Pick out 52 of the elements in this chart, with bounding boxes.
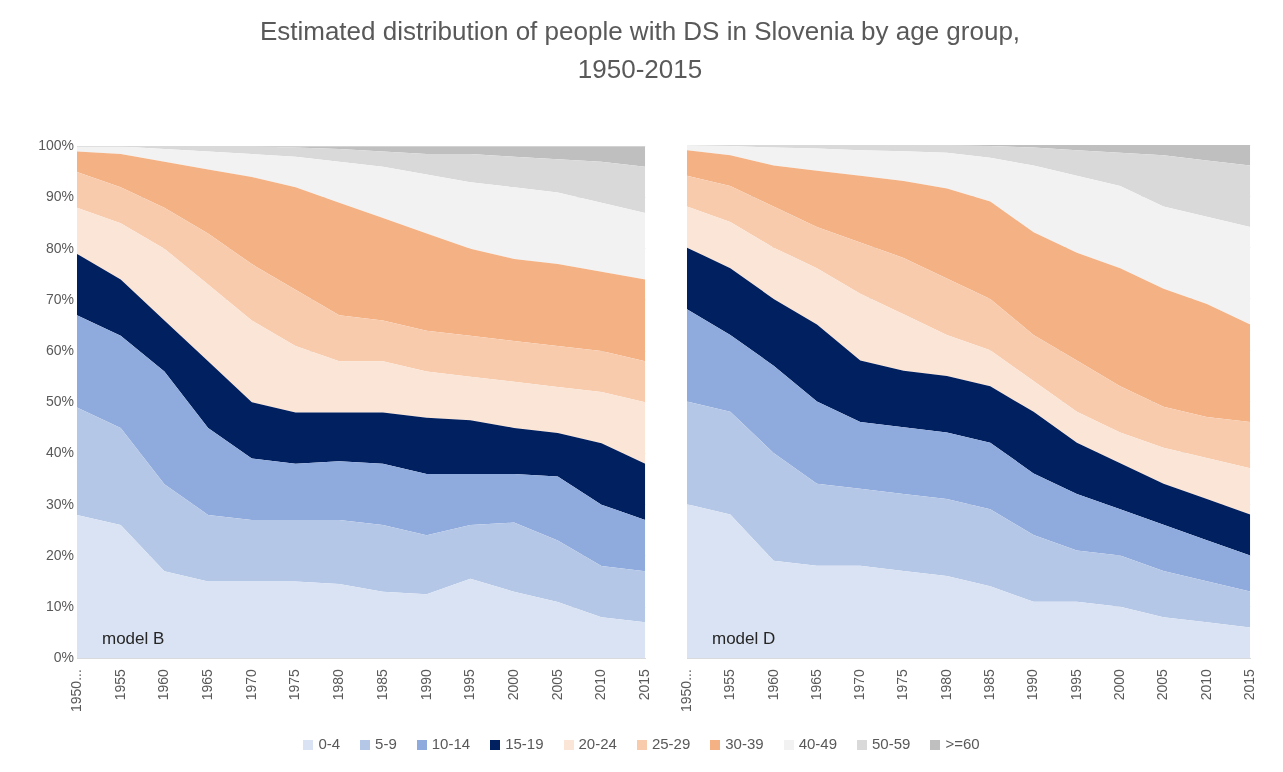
x-tick-label: 2005	[1154, 668, 1171, 701]
legend-label: 40-49	[797, 735, 838, 752]
legend-label: >=60	[944, 735, 980, 752]
legend-label: 10-14	[430, 735, 471, 752]
x-tick-label: 2010	[592, 668, 609, 701]
x-tick-label: 1960	[764, 668, 781, 701]
legend-label: 0-4	[317, 735, 341, 752]
x-tick-label: 1950...	[677, 669, 694, 713]
legend-label: 25-29	[650, 735, 691, 752]
legend-label: 20-24	[577, 735, 617, 752]
y-tick-label: 70%	[45, 290, 74, 307]
x-tick-label: 1955	[721, 668, 738, 701]
y-tick-label: 90%	[45, 188, 74, 205]
y-tick-label: 100%	[38, 137, 74, 154]
y-tick-label: 20%	[45, 546, 74, 563]
x-tick-label: 1960	[155, 668, 172, 701]
legend-label: 50-59	[871, 735, 911, 752]
y-tick-label: 30%	[45, 495, 74, 512]
x-tick-label: 1970	[242, 668, 259, 701]
x-tick-label: 1970	[851, 668, 868, 701]
x-tick-label: 2005	[548, 668, 565, 701]
y-tick-label: 60%	[45, 341, 74, 358]
x-tick-label: 1990	[1024, 668, 1041, 701]
x-tick-label: 1985	[981, 668, 998, 701]
legend-label: 15-19	[504, 735, 544, 752]
x-tick-label: 1975	[894, 668, 911, 701]
chart-title: Estimated distribution of people with DS in Slovenia by age group, 1950-2015	[258, 15, 1022, 86]
annotation: model D	[712, 629, 776, 649]
x-tick-label: 1975	[286, 668, 303, 701]
x-tick-label: 1980	[937, 668, 954, 701]
x-tick-label: 1980	[330, 668, 347, 701]
annotation: model B	[102, 629, 165, 649]
x-tick-label: 1965	[198, 668, 215, 701]
x-tick-label: 2000	[1111, 668, 1128, 701]
y-tick-label: 40%	[45, 444, 74, 461]
x-tick-label: 2010	[1197, 668, 1214, 701]
y-tick-label: 0%	[53, 649, 74, 666]
legend-label: 30-39	[724, 735, 764, 752]
x-tick-label: 2015	[1241, 668, 1258, 701]
x-tick-label: 1995	[461, 668, 478, 701]
x-tick-label: 2015	[636, 668, 653, 701]
y-tick-label: 10%	[45, 597, 74, 614]
y-tick-label: 80%	[45, 239, 74, 256]
x-tick-label: 1985	[373, 668, 390, 701]
x-tick-label: 1950...	[67, 669, 84, 713]
x-tick-label: 2000	[504, 668, 521, 701]
x-tick-label: 1955	[111, 668, 128, 701]
legend-label: 5-9	[374, 735, 397, 752]
x-tick-label: 1965	[807, 668, 824, 701]
x-tick-label: 1990	[417, 668, 434, 701]
x-tick-label: 1995	[1067, 668, 1084, 701]
y-tick-label: 50%	[45, 393, 74, 410]
